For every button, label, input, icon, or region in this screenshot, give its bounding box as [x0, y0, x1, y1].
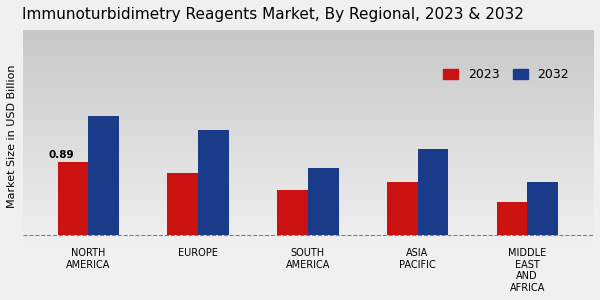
Legend: 2023, 2032: 2023, 2032 [437, 62, 575, 87]
Text: Immunoturbidimetry Reagents Market, By Regional, 2023 & 2032: Immunoturbidimetry Reagents Market, By R… [23, 7, 524, 22]
Bar [198, 130, 229, 235]
Bar [497, 202, 527, 235]
Bar [88, 116, 119, 235]
Bar [58, 162, 88, 235]
Bar [418, 149, 448, 235]
Bar [277, 190, 308, 235]
Text: 0.89: 0.89 [49, 150, 74, 160]
Bar [387, 182, 418, 235]
Bar [527, 182, 558, 235]
Bar [167, 173, 198, 235]
Y-axis label: Market Size in USD Billion: Market Size in USD Billion [7, 65, 17, 208]
Bar [308, 168, 338, 235]
